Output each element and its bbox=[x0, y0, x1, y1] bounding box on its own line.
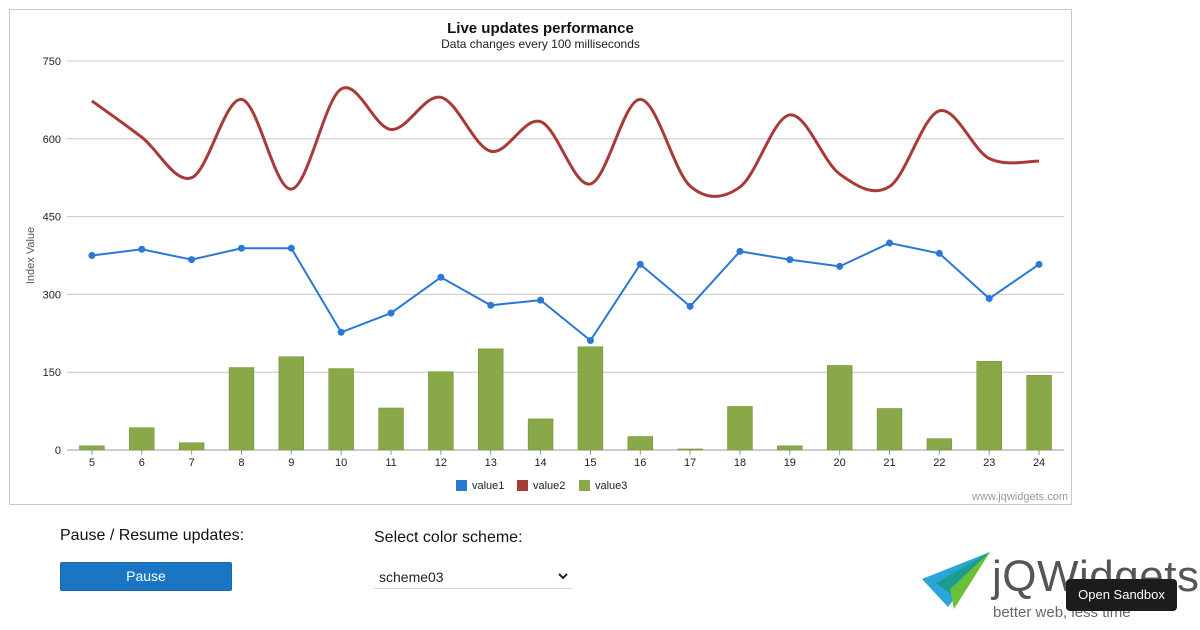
bar-value3 bbox=[777, 445, 803, 451]
pause-button[interactable]: Pause bbox=[60, 562, 232, 591]
bar-value3 bbox=[677, 448, 703, 451]
chevron-down-icon bbox=[558, 573, 568, 580]
color-scheme-label: Select color scheme: bbox=[374, 529, 523, 546]
bar-value3 bbox=[826, 365, 853, 451]
x-tick-label: 11 bbox=[385, 457, 396, 469]
point-value1 bbox=[487, 301, 495, 309]
chart-subtitle: Data changes every 100 milliseconds bbox=[441, 37, 640, 51]
jqwidgets-logo-icon bbox=[922, 552, 990, 609]
legend-label-value1: value1 bbox=[472, 480, 504, 492]
point-value1 bbox=[686, 302, 694, 310]
open-sandbox-button[interactable]: Open Sandbox bbox=[1066, 579, 1177, 611]
x-tick-label: 23 bbox=[983, 457, 995, 469]
pause-resume-label: Pause / Resume updates: bbox=[60, 527, 245, 544]
point-value1 bbox=[935, 249, 943, 257]
y-tick-label: 150 bbox=[43, 367, 61, 379]
chart-title: Live updates performance bbox=[447, 20, 634, 37]
x-tick-label: 20 bbox=[834, 457, 846, 469]
x-tick-label: 19 bbox=[784, 457, 796, 469]
bar-value3 bbox=[228, 367, 255, 451]
point-value1 bbox=[237, 244, 245, 252]
bar-value3 bbox=[527, 418, 554, 451]
x-tick-label: 22 bbox=[933, 457, 945, 469]
bar-value3 bbox=[129, 427, 155, 451]
chart-container: Live updates performance Data changes eve… bbox=[9, 9, 1072, 505]
bar-value3 bbox=[79, 445, 105, 451]
point-value1 bbox=[337, 328, 345, 336]
legend-swatch-value3 bbox=[579, 480, 590, 491]
y-tick-label: 600 bbox=[43, 134, 61, 146]
bar-value3 bbox=[178, 442, 205, 451]
point-value1 bbox=[985, 295, 993, 303]
y-tick-label: 750 bbox=[43, 56, 61, 68]
watermark: www.jqwidgets.com bbox=[971, 491, 1068, 503]
point-value1 bbox=[437, 273, 445, 281]
bar-value3 bbox=[378, 407, 404, 451]
point-value1 bbox=[736, 247, 744, 255]
y-tick-label: 0 bbox=[55, 445, 61, 457]
x-tick-label: 7 bbox=[189, 457, 195, 469]
bar-value3 bbox=[1026, 375, 1052, 451]
point-value1 bbox=[188, 256, 196, 264]
point-value1 bbox=[287, 244, 295, 252]
point-value1 bbox=[1035, 260, 1043, 268]
bar-value3 bbox=[577, 346, 604, 451]
y-axis-title: Index Value bbox=[25, 227, 37, 284]
bar-value3 bbox=[876, 408, 903, 451]
color-scheme-value: scheme03 bbox=[379, 569, 444, 585]
legend-label-value3: value3 bbox=[595, 480, 627, 492]
bar-value3 bbox=[328, 368, 354, 451]
point-value1 bbox=[586, 337, 594, 345]
bar-value3 bbox=[278, 356, 305, 451]
point-value1 bbox=[88, 252, 96, 259]
x-tick-label: 18 bbox=[734, 457, 746, 469]
line-value2 bbox=[91, 86, 1040, 198]
bar-value3 bbox=[478, 348, 504, 451]
point-value1 bbox=[138, 245, 146, 253]
x-tick-label: 6 bbox=[139, 457, 145, 469]
x-tick-label: 21 bbox=[883, 457, 895, 469]
x-tick-label: 17 bbox=[684, 457, 696, 469]
point-value1 bbox=[537, 296, 545, 304]
x-tick-label: 24 bbox=[1033, 457, 1045, 469]
color-scheme-select[interactable]: scheme03 bbox=[374, 565, 573, 589]
y-tick-label: 450 bbox=[43, 212, 61, 224]
legend-swatch-value2 bbox=[517, 480, 528, 491]
legend-swatch-value1 bbox=[456, 480, 467, 491]
point-value1 bbox=[387, 309, 395, 317]
bar-value3 bbox=[627, 436, 653, 451]
point-value1 bbox=[836, 262, 844, 270]
x-tick-label: 10 bbox=[335, 457, 347, 469]
bar-value3 bbox=[727, 406, 753, 451]
legend-label-value2: value2 bbox=[533, 480, 565, 492]
bar-value3 bbox=[926, 438, 953, 451]
point-value1 bbox=[886, 239, 894, 247]
bar-value3 bbox=[428, 371, 454, 451]
x-tick-label: 8 bbox=[238, 457, 244, 469]
x-tick-label: 16 bbox=[634, 457, 646, 469]
bar-value3 bbox=[976, 361, 1002, 451]
y-tick-label: 300 bbox=[43, 289, 61, 301]
x-tick-label: 13 bbox=[485, 457, 497, 469]
point-value1 bbox=[786, 256, 794, 264]
x-tick-label: 9 bbox=[288, 457, 294, 469]
x-tick-label: 5 bbox=[89, 457, 95, 469]
x-tick-label: 14 bbox=[534, 457, 546, 469]
x-tick-label: 15 bbox=[584, 457, 596, 469]
point-value1 bbox=[636, 260, 644, 268]
x-tick-label: 12 bbox=[435, 457, 447, 469]
line-value1 bbox=[91, 242, 1040, 343]
